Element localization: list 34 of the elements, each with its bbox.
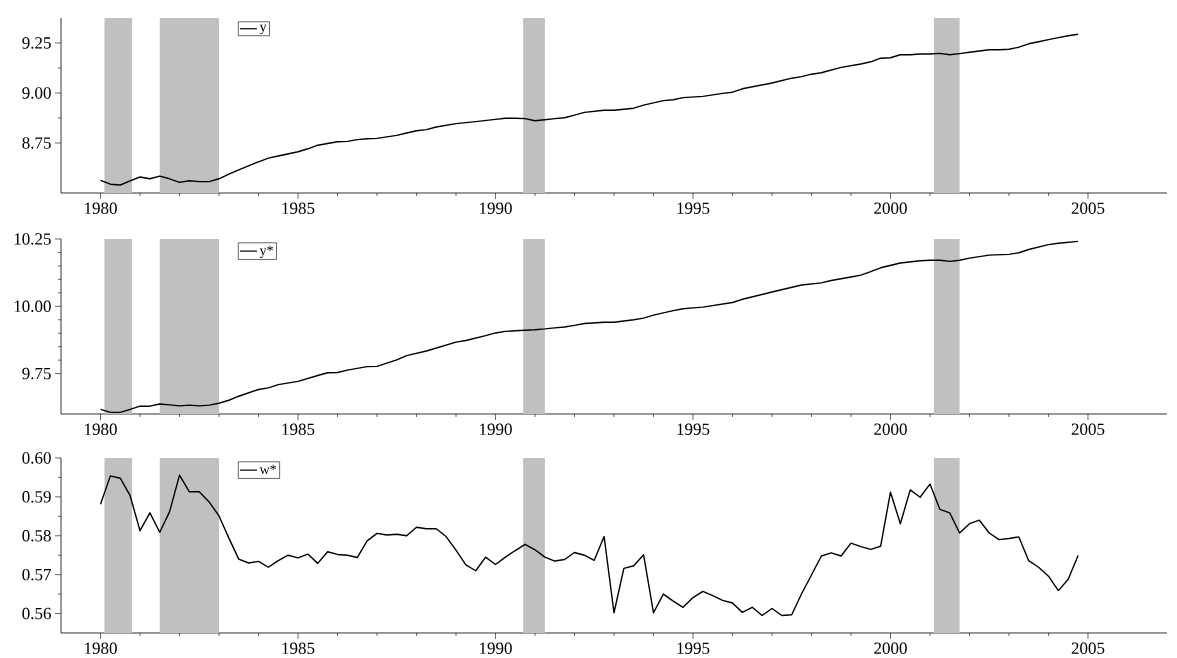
x-tick-label: 1990 [479,202,512,214]
y-tick-label: 9.75 [22,367,51,380]
x-tick-label: 2000 [874,202,907,214]
x-tick-label: 1980 [85,642,117,654]
legend-label: y [259,24,267,35]
y-tick-label: 9.00 [22,87,51,99]
x-tick-label: 1990 [479,642,512,654]
x-tick-label: 2000 [874,642,907,654]
line-series [99,474,1079,617]
x-tick-label: 1980 [85,423,117,435]
legend-label: w* [259,464,276,475]
legend-label: y* [259,245,273,258]
y-tick-label: 0.56 [22,607,51,620]
y-tick-label: 0.60 [22,452,51,464]
x-tick-label: 1995 [677,642,710,654]
y-tick-label: 0.58 [22,529,51,542]
x-tick-label: 2005 [1071,642,1105,654]
y-tick-label: 10.25 [14,233,51,245]
x-tick-label: 1995 [677,423,710,435]
x-tick-label: 1980 [85,202,117,214]
y-tick-label: 8.75 [22,137,51,149]
y-tick-label: 0.57 [22,568,51,581]
x-tick-label: 2000 [874,423,907,435]
x-tick-label: 2005 [1071,423,1105,435]
x-tick-label: 2005 [1071,202,1105,214]
y-tick-label: 10.00 [14,300,51,313]
y-tick-label: 0.59 [22,491,51,503]
x-tick-label: 1985 [282,202,315,214]
line-series [99,33,1079,186]
x-tick-label: 1985 [282,423,315,435]
x-tick-label: 1985 [282,642,315,654]
x-tick-label: 1995 [677,202,710,214]
y-tick-label: 9.25 [22,37,51,49]
x-tick-label: 1990 [479,423,512,435]
